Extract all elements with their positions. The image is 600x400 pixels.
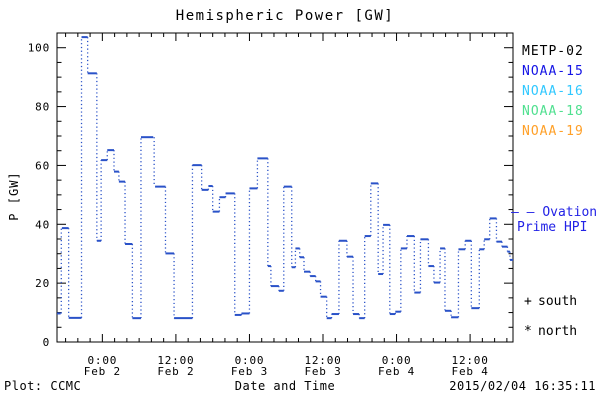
legend-item-noaa15: NOAA-15: [522, 64, 584, 79]
y-axis-label: P [GW]: [7, 171, 21, 221]
x-tick-time-label: 0:00: [235, 354, 265, 367]
y-tick-label: 60: [35, 159, 50, 172]
plus-marker-icon: +: [524, 294, 532, 309]
y-tick-label: 40: [35, 218, 50, 231]
x-tick-time-label: 12:00: [157, 354, 194, 367]
x-tick-date-label: Feb 4: [378, 365, 415, 378]
model-legend-ovation: — — Ovation Prime HPI: [511, 205, 597, 235]
model-legend-line2: Prime HPI: [517, 220, 588, 235]
x-axis-label: Date and Time: [234, 379, 336, 393]
x-tick-time-label: 12:00: [304, 354, 341, 367]
model-legend-line1: — — Ovation: [511, 205, 598, 220]
x-tick-date-label: Feb 3: [304, 365, 341, 378]
asterisk-marker-icon: *: [524, 324, 532, 339]
x-tick-time-label: 0:00: [88, 354, 118, 367]
y-tick-label: 20: [35, 277, 50, 290]
hemisphere-marker-key: + south * north: [524, 292, 577, 352]
plot-credit: Plot: CCMC: [4, 379, 82, 393]
x-tick-date-label: Feb 2: [84, 365, 121, 378]
x-tick-date-label: Feb 4: [452, 365, 489, 378]
legend-item-metp02: METP-02: [522, 44, 584, 59]
axes-frame: [56, 32, 514, 343]
y-tick-label: 80: [35, 101, 50, 114]
x-tick-time-label: 0:00: [382, 354, 412, 367]
x-tick-date-label: Feb 2: [157, 365, 194, 378]
south-marker-key: + south: [524, 292, 577, 322]
legend-item-noaa16: NOAA-16: [522, 84, 584, 99]
legend-item-noaa19: NOAA-19: [522, 124, 584, 139]
y-tick-label: 100: [28, 42, 50, 55]
x-tick-date-label: Feb 3: [231, 365, 268, 378]
north-marker-key: * north: [524, 322, 577, 352]
legend-item-noaa18: NOAA-18: [522, 104, 584, 119]
x-tick-time-label: 12:00: [452, 354, 489, 367]
dash-line-icon: — —: [511, 205, 535, 220]
chart-title: Hemispheric Power [GW]: [175, 8, 395, 24]
y-tick-label: 0: [43, 336, 50, 349]
plot-timestamp: 2015/02/04 16:35:11: [449, 379, 596, 393]
satellite-legend: METP-02 NOAA-15 NOAA-16 NOAA-18 NOAA-19: [522, 42, 584, 142]
